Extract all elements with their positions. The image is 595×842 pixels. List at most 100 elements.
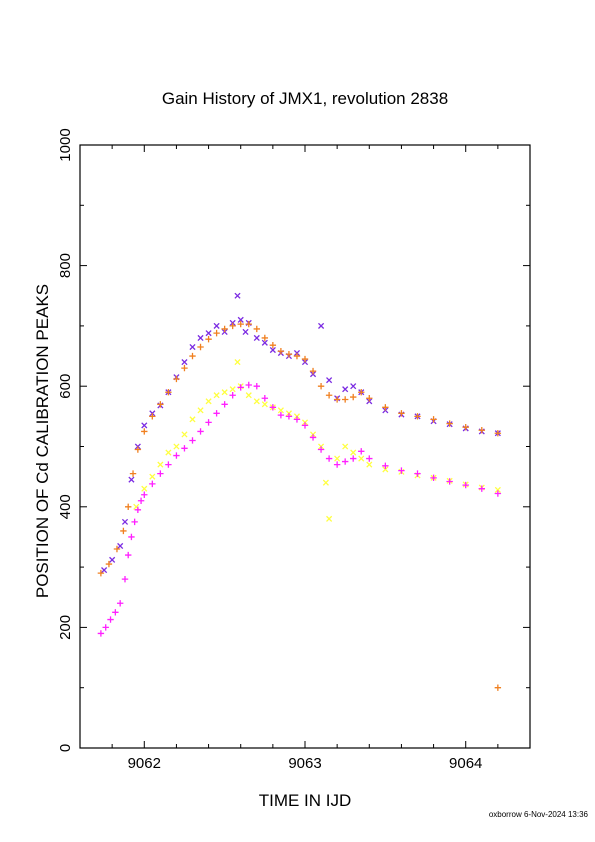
data-point xyxy=(229,392,236,399)
data-point xyxy=(213,322,220,329)
data-point xyxy=(293,416,301,423)
data-point xyxy=(342,443,349,450)
data-point xyxy=(478,485,485,492)
data-point xyxy=(358,389,365,396)
data-point xyxy=(107,616,114,623)
data-point xyxy=(325,455,333,462)
data-point xyxy=(325,392,333,399)
data-point xyxy=(285,413,293,420)
data-point xyxy=(269,341,277,349)
data-point xyxy=(165,449,172,456)
data-point xyxy=(494,486,501,493)
chart-title: Gain History of JMX1, revolution 2838 xyxy=(162,89,448,108)
data-point xyxy=(112,609,119,616)
data-point xyxy=(245,320,252,328)
data-point xyxy=(205,330,212,337)
data-point xyxy=(97,630,105,637)
data-point xyxy=(317,446,325,453)
y-tick-label: 1000 xyxy=(57,128,74,161)
data-point xyxy=(462,481,469,489)
footer-credit: oxborrow 6-Nov-2024 13:36 xyxy=(489,810,589,819)
data-point xyxy=(366,455,373,462)
data-point xyxy=(173,452,180,459)
data-point xyxy=(322,479,329,486)
data-point xyxy=(189,416,196,423)
data-point xyxy=(333,396,341,403)
data-point xyxy=(157,401,164,408)
data-point xyxy=(141,491,148,498)
data-point xyxy=(494,490,502,497)
data-point xyxy=(149,480,156,488)
data-point xyxy=(341,396,349,403)
data-point xyxy=(317,383,325,390)
data-point xyxy=(97,569,105,577)
data-point xyxy=(128,476,135,483)
data-point xyxy=(117,542,124,550)
data-point xyxy=(131,518,138,526)
data-point xyxy=(213,410,220,417)
data-point xyxy=(181,364,188,372)
data-point xyxy=(366,461,373,468)
data-point xyxy=(253,325,260,333)
data-point xyxy=(125,551,132,559)
data-point xyxy=(277,348,285,355)
data-point xyxy=(229,322,236,330)
data-point xyxy=(261,334,269,342)
y-tick-label: 200 xyxy=(57,615,74,640)
data-point xyxy=(342,386,349,393)
data-point xyxy=(221,401,228,408)
data-point xyxy=(358,455,365,462)
data-point xyxy=(173,443,180,450)
data-point xyxy=(269,346,276,354)
x-axis-label: TIME IN IJD xyxy=(259,791,352,810)
data-point xyxy=(125,503,132,510)
series-1 xyxy=(97,320,502,691)
data-point xyxy=(189,437,196,444)
plot-frame xyxy=(79,144,531,749)
x-tick-label: 9064 xyxy=(449,755,482,772)
y-tick-label: 800 xyxy=(57,253,74,278)
data-point xyxy=(120,527,127,535)
data-point xyxy=(189,343,196,351)
data-point xyxy=(109,556,116,563)
data-point xyxy=(430,474,437,482)
x-tick-label: 9063 xyxy=(288,755,321,772)
data-point xyxy=(197,334,204,342)
data-point xyxy=(253,334,260,342)
data-point xyxy=(128,533,135,541)
data-point xyxy=(237,316,244,323)
data-point xyxy=(334,455,341,462)
data-point xyxy=(341,458,349,465)
data-point xyxy=(446,478,453,485)
data-point xyxy=(446,420,453,427)
data-point xyxy=(414,413,421,420)
data-point xyxy=(134,506,142,514)
data-point xyxy=(102,624,109,631)
data-point xyxy=(149,413,156,420)
data-point xyxy=(213,392,220,399)
data-point xyxy=(309,434,317,441)
data-point xyxy=(157,461,164,468)
data-point xyxy=(350,449,357,456)
y-axis-label: POSITION OF Cd CALIBRATION PEAKS xyxy=(33,284,52,598)
data-point xyxy=(101,567,108,574)
data-point xyxy=(277,407,284,414)
data-point xyxy=(189,352,196,360)
data-point xyxy=(234,292,241,299)
data-point xyxy=(245,392,252,399)
data-point xyxy=(137,497,145,504)
data-point xyxy=(205,419,212,426)
data-point xyxy=(149,473,156,480)
data-point xyxy=(478,427,485,434)
data-point xyxy=(234,359,241,366)
data-point xyxy=(326,377,333,384)
data-point xyxy=(414,470,421,477)
data-point xyxy=(253,383,260,390)
y-tick-label: 0 xyxy=(57,744,74,752)
data-point xyxy=(366,395,373,402)
data-point xyxy=(382,462,389,469)
data-point xyxy=(197,407,204,414)
data-point xyxy=(181,431,188,438)
data-point xyxy=(221,325,228,333)
data-point xyxy=(253,398,260,405)
